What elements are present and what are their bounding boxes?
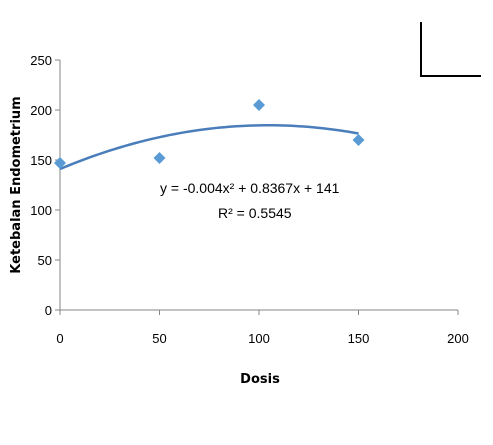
corner-bracket: [420, 22, 481, 77]
y-tick-label: 50: [38, 253, 52, 268]
r-squared-label: R² = 0.5545: [218, 205, 292, 221]
y-tick-label: 0: [45, 303, 52, 318]
x-axis-title: Dosis: [240, 372, 280, 387]
y-axis-title: Ketebalan Endometrium: [9, 96, 24, 273]
x-tick-label: 150: [348, 331, 370, 346]
y-tick-label: 100: [30, 203, 52, 218]
y-tick-label: 150: [30, 153, 52, 168]
trendline: [59, 123, 359, 171]
y-tick-label: 250: [30, 53, 52, 68]
x-tick-label: 100: [248, 331, 270, 346]
x-tick-label: 200: [447, 331, 469, 346]
data-point: [253, 99, 265, 111]
trendline-curve: [59, 123, 359, 171]
data-point: [153, 152, 166, 164]
data-points: [54, 99, 365, 169]
equation-label: y = -0.004x² + 0.8367x + 141: [160, 180, 340, 196]
y-tick-label: 200: [30, 103, 52, 118]
data-point: [352, 134, 365, 146]
axes: 0 50 100 150 200 250 0 50 100 150 200: [30, 53, 469, 346]
data-point: [54, 157, 66, 169]
x-tick-label: 0: [56, 331, 63, 346]
x-tick-label: 50: [152, 331, 166, 346]
